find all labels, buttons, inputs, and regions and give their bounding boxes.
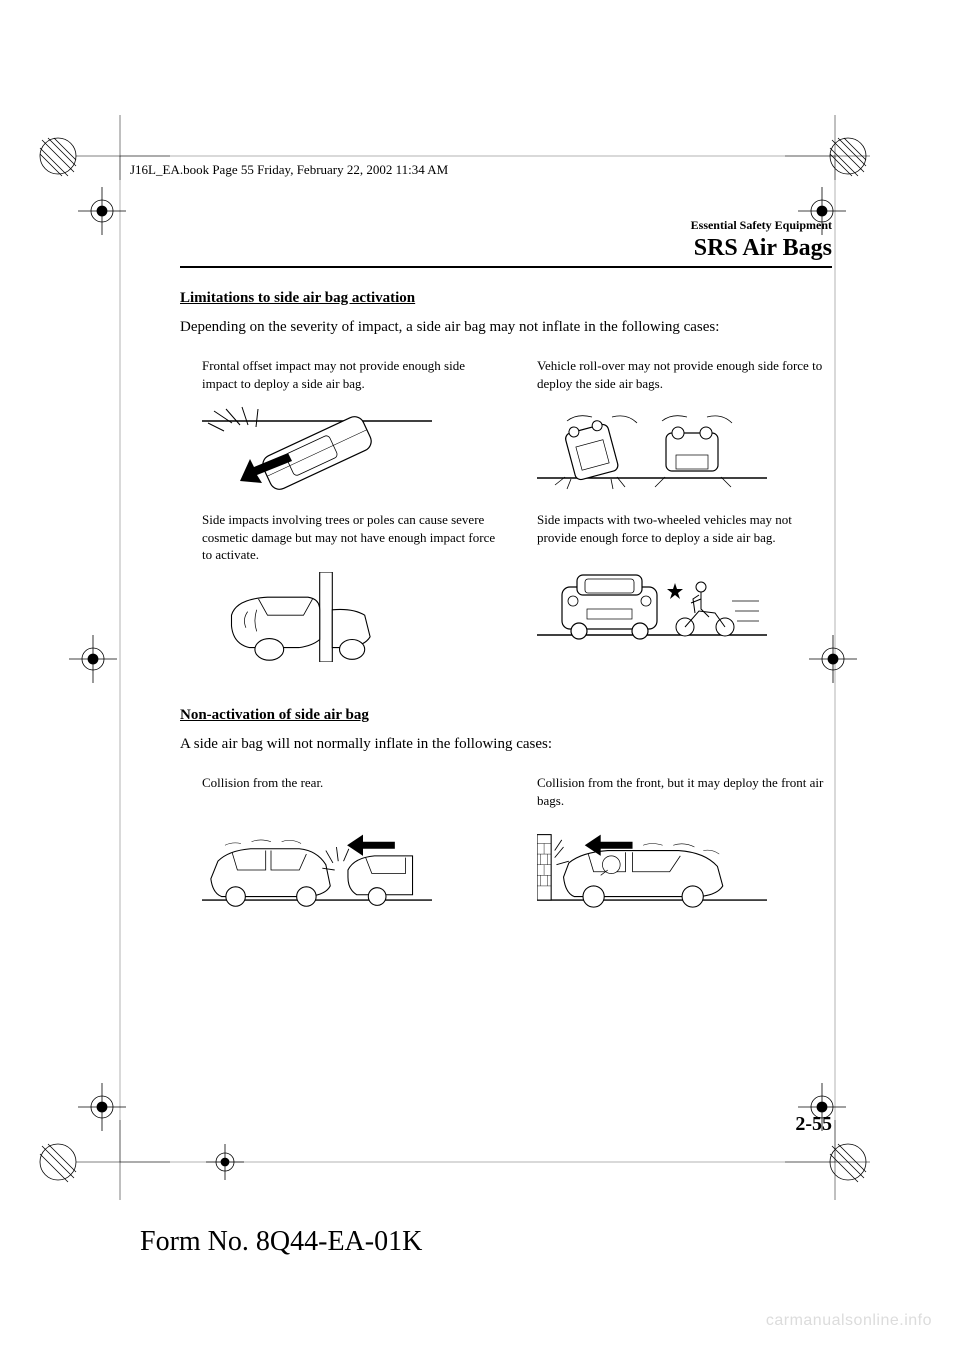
figure-caption: Side impacts involving trees or poles ca… (202, 511, 497, 564)
page-header-small: Essential Safety Equipment (691, 218, 832, 233)
figure-image (202, 572, 432, 662)
figure-caption: Side impacts with two-wheeled vehicles m… (537, 511, 832, 549)
figure-image (202, 820, 432, 920)
page-number: 2-55 (795, 1113, 832, 1136)
figure-caption: Collision from the rear. (202, 774, 497, 812)
page-header: Essential Safety Equipment SRS Air Bags (691, 218, 832, 262)
figure-frontal-offset: Frontal offset impact may not provide en… (202, 357, 497, 493)
figure-rollover: Vehicle roll-over may not provide enough… (537, 357, 832, 493)
section1-title: Limitations to side air bag activation (180, 290, 832, 307)
figure-image (537, 557, 767, 647)
content-area: Limitations to side air bag activation D… (180, 290, 832, 960)
figure-rear-collision: Collision from the rear. (202, 774, 497, 920)
figure-image (537, 403, 767, 493)
section1-figures: Frontal offset impact may not provide en… (180, 357, 832, 662)
figure-two-wheeled: Side impacts with two-wheeled vehicles m… (537, 511, 832, 662)
section1-body: Depending on the severity of impact, a s… (180, 317, 832, 337)
figure-caption: Frontal offset impact may not provide en… (202, 357, 497, 395)
section2-title: Non-activation of side air bag (180, 707, 832, 724)
header-file-info: J16L_EA.book Page 55 Friday, February 22… (130, 162, 448, 178)
page-header-big: SRS Air Bags (691, 235, 832, 262)
figure-front-collision: Collision from the front, but it may dep… (537, 774, 832, 920)
figure-tree-pole: Side impacts involving trees or poles ca… (202, 511, 497, 662)
figure-image (537, 820, 767, 920)
figure-caption: Collision from the front, but it may dep… (537, 774, 832, 812)
figure-caption: Vehicle roll-over may not provide enough… (537, 357, 832, 395)
section2-body: A side air bag will not normally inflate… (180, 734, 832, 754)
watermark: carmanualsonline.info (766, 1312, 932, 1330)
form-number: Form No. 8Q44-EA-01K (140, 1226, 422, 1258)
section2-figures: Collision from the rear. (180, 774, 832, 920)
figure-image (202, 403, 432, 493)
header-rule (180, 266, 832, 268)
